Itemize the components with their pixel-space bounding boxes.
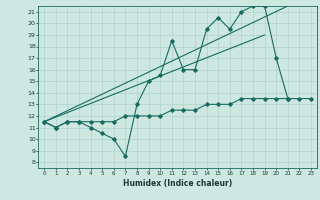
X-axis label: Humidex (Indice chaleur): Humidex (Indice chaleur) xyxy=(123,179,232,188)
